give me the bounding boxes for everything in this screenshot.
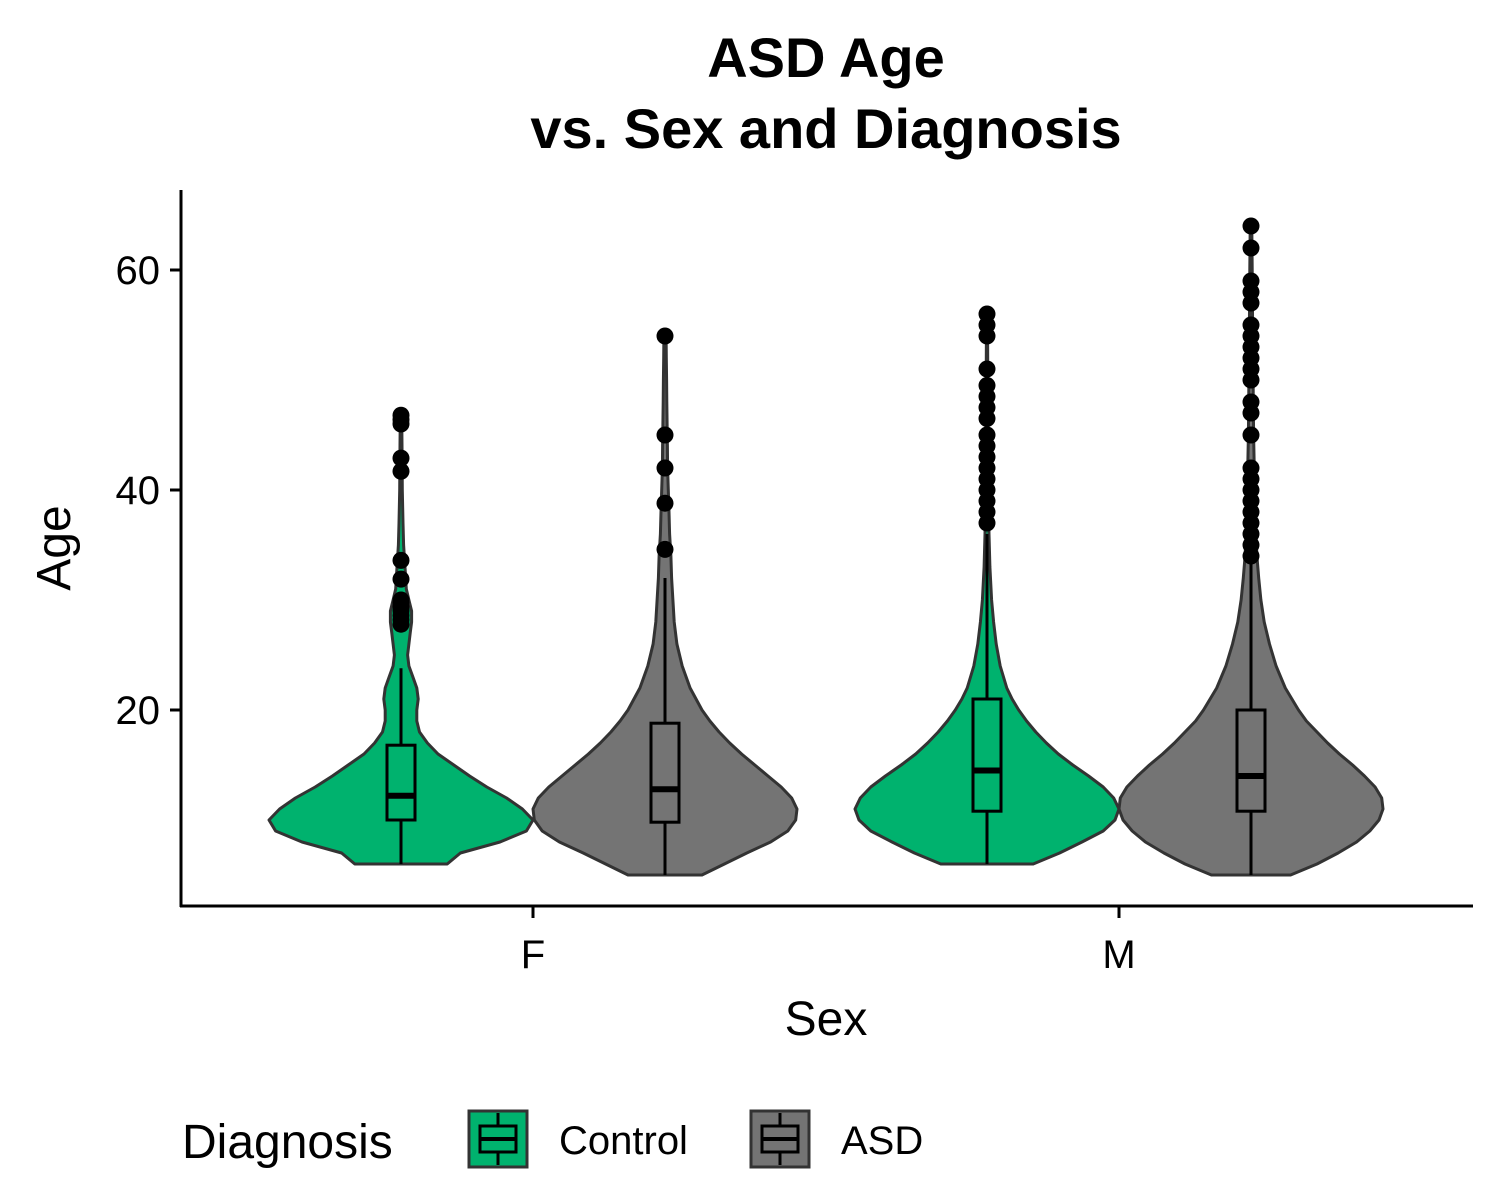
box-iqr: [971, 697, 1003, 813]
y-tick-label: 20: [116, 689, 161, 733]
violin-control-f: [267, 406, 535, 866]
x-tick-label: M: [1102, 933, 1135, 977]
violin-asd-m: [1117, 217, 1385, 877]
outlier-point: [1242, 426, 1260, 444]
chart-title-line-1: ASD Age: [707, 26, 945, 89]
outlier-point: [978, 426, 996, 444]
outlier-point: [656, 540, 674, 558]
violin-asd-f: [531, 327, 799, 877]
legend-key-asd: [749, 1109, 811, 1169]
outlier-point: [392, 449, 410, 467]
violin-control-m: [853, 305, 1121, 866]
outlier-point: [1242, 272, 1260, 290]
outlier-point: [978, 360, 996, 378]
outlier-point: [656, 459, 674, 477]
outlier-point: [392, 570, 410, 588]
outlier-point: [1242, 459, 1260, 477]
outlier-point: [656, 327, 674, 345]
outlier-point: [978, 305, 996, 323]
outlier-point: [392, 591, 410, 609]
y-axis-ticks: 20 40 60: [116, 249, 181, 733]
outlier-point: [1242, 316, 1260, 334]
box-iqr: [1235, 708, 1267, 813]
outlier-point: [392, 551, 410, 569]
outlier-point: [978, 377, 996, 394]
outlier-point: [392, 462, 410, 480]
x-axis-title: Sex: [785, 993, 868, 1046]
outlier-point: [656, 494, 674, 512]
outlier-point: [392, 406, 410, 424]
plot-area: [267, 217, 1385, 877]
y-tick-label: 60: [116, 249, 161, 293]
outlier-point: [1242, 239, 1260, 257]
y-tick-label: 40: [116, 469, 161, 513]
chart-title-line-2: vs. Sex and Diagnosis: [530, 97, 1121, 160]
legend-key-control: [467, 1109, 529, 1169]
legend: Diagnosis Control ASD: [182, 1109, 923, 1169]
y-axis-title: Age: [28, 505, 81, 590]
outlier-point: [1242, 393, 1260, 411]
box-iqr: [385, 743, 417, 822]
legend-label-asd: ASD: [841, 1119, 923, 1163]
legend-title: Diagnosis: [182, 1116, 393, 1169]
outlier-point: [1242, 217, 1260, 235]
outlier-point: [656, 426, 674, 444]
legend-label-control: Control: [559, 1119, 688, 1163]
box-iqr: [649, 721, 681, 824]
x-tick-label: F: [521, 933, 545, 977]
